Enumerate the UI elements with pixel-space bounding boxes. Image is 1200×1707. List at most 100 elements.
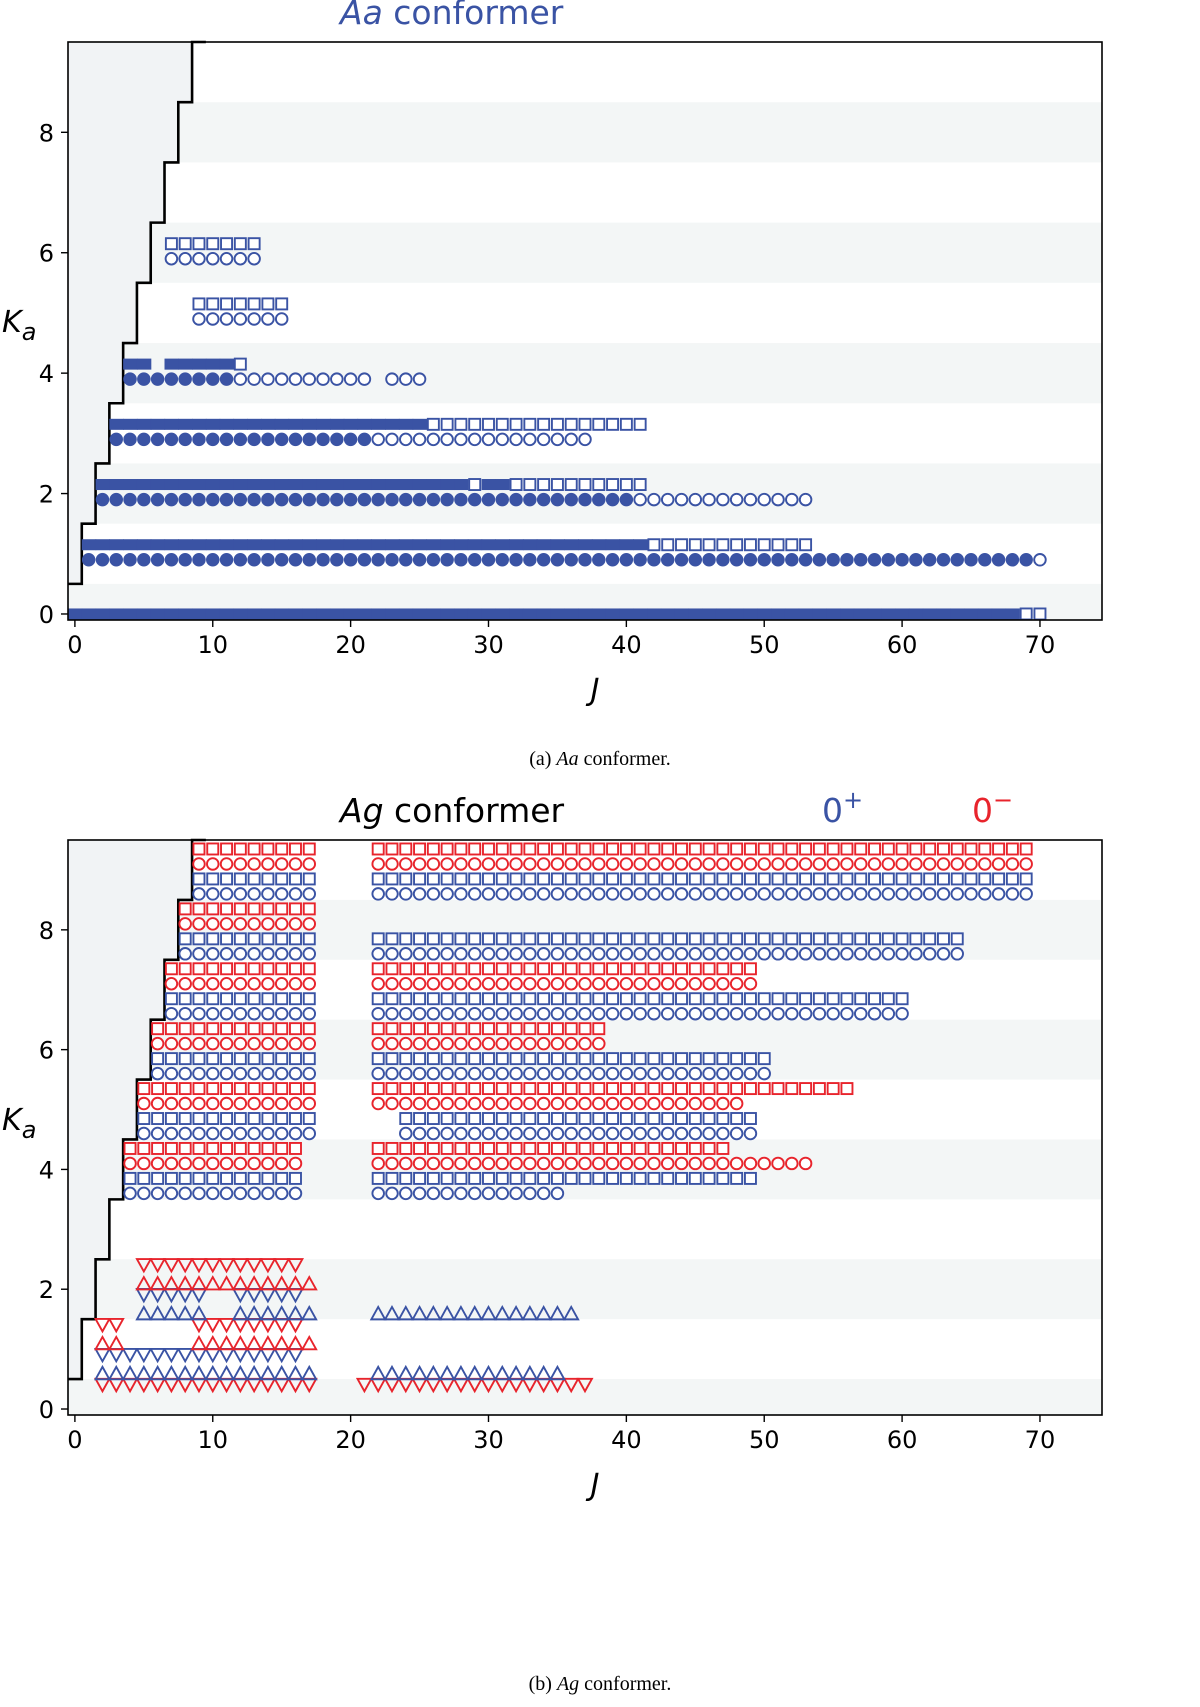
square-marker — [868, 842, 881, 856]
square-marker — [606, 992, 620, 1006]
circle-marker — [385, 1186, 399, 1201]
square-marker — [688, 608, 703, 620]
circle-marker — [467, 1006, 482, 1021]
triangle-down-marker — [286, 1318, 304, 1334]
circle-marker — [523, 1006, 537, 1021]
circle-marker — [426, 1186, 441, 1201]
square-marker — [371, 1141, 385, 1155]
square-marker — [578, 417, 592, 431]
circle-marker — [247, 1186, 261, 1201]
triangle-down-marker — [231, 1347, 249, 1364]
circle-marker — [206, 1006, 220, 1021]
square-marker — [495, 539, 510, 551]
square-marker — [482, 962, 495, 976]
square-marker — [688, 1141, 702, 1155]
square-marker — [605, 539, 621, 551]
square-marker — [220, 962, 234, 976]
y-tick-label: 4 — [39, 360, 54, 388]
triangle-up-marker — [245, 1305, 263, 1321]
square-marker — [523, 417, 537, 431]
square-marker — [495, 608, 510, 620]
circle-marker — [137, 1186, 151, 1201]
circle-marker — [536, 1126, 551, 1141]
circle-marker — [1005, 857, 1020, 871]
triangle-down-marker — [576, 1377, 594, 1394]
square-marker — [895, 932, 909, 946]
circle-marker — [164, 1156, 179, 1171]
circle-marker — [206, 1156, 220, 1171]
circle-marker — [316, 432, 330, 447]
circle-marker — [950, 887, 964, 901]
square-marker — [550, 962, 564, 976]
circle-marker — [633, 857, 647, 871]
circle-marker — [702, 887, 716, 901]
circle-marker — [495, 1186, 510, 1201]
circle-marker — [206, 432, 220, 447]
circle-marker — [274, 1006, 289, 1021]
circle-marker — [330, 492, 344, 507]
square-marker — [799, 538, 813, 552]
square-marker — [385, 842, 399, 856]
circle-marker — [426, 977, 441, 991]
circle-marker — [757, 1066, 771, 1081]
circle-marker — [440, 492, 454, 507]
circle-marker — [440, 1036, 454, 1051]
triangle-down-marker — [273, 1258, 291, 1274]
triangle-up-marker — [135, 1305, 153, 1321]
circle-marker — [481, 1036, 496, 1051]
circle-marker — [785, 1156, 799, 1171]
square-marker — [220, 237, 234, 251]
circle-marker — [509, 553, 523, 567]
square-marker — [275, 962, 289, 976]
square-marker — [233, 932, 247, 946]
square-marker — [302, 539, 317, 551]
circle-marker — [261, 1066, 275, 1081]
circle-marker — [578, 492, 592, 507]
circle-marker — [440, 887, 454, 901]
circle-marker — [564, 1096, 578, 1111]
square-marker — [137, 1082, 151, 1096]
circle-marker — [178, 372, 192, 386]
circle-marker — [178, 1006, 192, 1021]
circle-marker — [178, 1096, 192, 1111]
circle-marker — [412, 372, 427, 386]
square-marker — [826, 932, 840, 946]
circle-marker — [1033, 553, 1047, 567]
x-axis-label: J — [586, 1468, 600, 1503]
circle-marker — [274, 1156, 289, 1171]
circle-marker — [536, 1186, 551, 1201]
circle-marker — [412, 887, 427, 901]
circle-marker — [178, 917, 192, 931]
square-marker — [537, 1141, 551, 1155]
square-marker — [523, 1052, 537, 1066]
square-marker — [826, 872, 840, 886]
circle-marker — [467, 553, 482, 567]
circle-marker — [247, 857, 261, 871]
triangle-up-marker — [521, 1305, 539, 1321]
square-marker — [247, 1022, 261, 1036]
square-marker — [716, 872, 730, 886]
triangle-up-marker — [231, 1305, 249, 1321]
circle-marker — [274, 372, 289, 386]
square-marker — [261, 992, 275, 1006]
circle-marker — [564, 432, 578, 447]
square-marker — [743, 608, 758, 620]
circle-marker — [95, 492, 110, 507]
square-marker — [757, 1052, 771, 1066]
square-marker — [482, 1082, 495, 1096]
circle-marker — [247, 553, 261, 567]
circle-marker — [150, 1066, 165, 1081]
circle-marker — [1019, 553, 1033, 567]
square-marker — [385, 1052, 399, 1066]
square-marker — [192, 962, 206, 976]
square-marker — [633, 992, 647, 1006]
square-marker — [440, 842, 454, 856]
square-marker — [854, 872, 868, 886]
circle-marker — [895, 857, 909, 871]
circle-marker — [192, 857, 206, 871]
square-marker — [164, 358, 179, 370]
circle-marker — [302, 887, 317, 901]
square-marker — [413, 962, 427, 976]
circle-marker — [426, 432, 441, 447]
square-marker — [426, 1141, 440, 1155]
